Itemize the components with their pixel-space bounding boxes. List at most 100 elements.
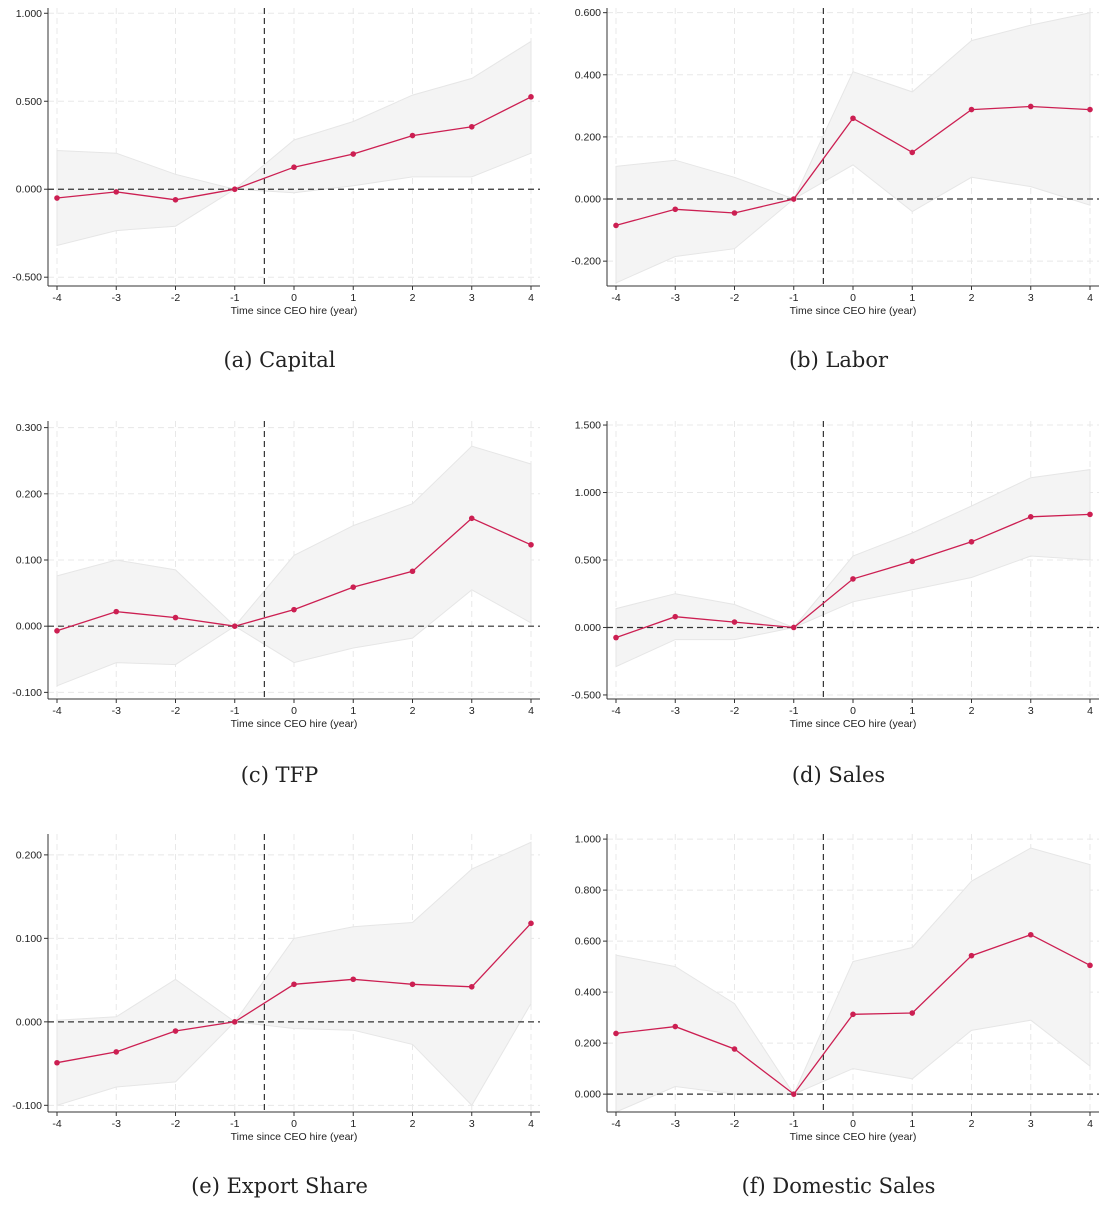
x-axis-title: Time since CEO hire (year) bbox=[790, 1131, 917, 1143]
x-axis-title: Time since CEO hire (year) bbox=[790, 718, 917, 730]
panel-tfp: -0.100 0.000 0.100 0.200 0.300 -4 -3 -2 -1 0 1 2 3 4 T… bbox=[0, 413, 559, 811]
estimate-point bbox=[409, 981, 416, 988]
caption-capital: (a) Capital bbox=[223, 348, 336, 372]
y-tick-label: 0.200 bbox=[575, 131, 601, 143]
x-tick-label: 3 bbox=[1028, 1118, 1034, 1130]
x-tick-label: 4 bbox=[1087, 292, 1093, 304]
x-axis-title: Time since CEO hire (year) bbox=[231, 718, 358, 730]
x-tick-label: 4 bbox=[1087, 1118, 1093, 1130]
estimate-point bbox=[1087, 962, 1093, 969]
x-tick-label: 0 bbox=[850, 705, 856, 717]
x-tick-label: -2 bbox=[730, 1118, 739, 1130]
estimate-point bbox=[113, 1049, 120, 1055]
y-tick-label: 0.200 bbox=[575, 1038, 601, 1050]
x-axis-title: Time since CEO hire (year) bbox=[231, 305, 358, 317]
x-tick-label: -3 bbox=[112, 705, 121, 717]
x-tick-label: -4 bbox=[52, 292, 61, 304]
x-tick-label: 4 bbox=[528, 1118, 534, 1130]
estimate-point bbox=[968, 106, 975, 113]
y-tick-label: 1.000 bbox=[16, 8, 42, 20]
estimate-point bbox=[528, 94, 534, 100]
estimate-point bbox=[1027, 931, 1034, 938]
x-tick-label: -2 bbox=[171, 292, 180, 304]
y-tick-label: 1.500 bbox=[575, 420, 601, 432]
x-tick-label: -3 bbox=[671, 705, 680, 717]
x-tick-label: -2 bbox=[730, 705, 739, 717]
x-tick-label: 0 bbox=[291, 1118, 297, 1130]
estimate-point bbox=[672, 1023, 679, 1030]
estimate-point bbox=[231, 186, 238, 193]
estimate-point bbox=[1027, 103, 1034, 110]
estimate-point bbox=[790, 624, 797, 631]
y-tick-label: 1.000 bbox=[575, 487, 601, 499]
estimate-point bbox=[850, 576, 856, 582]
x-tick-label: 4 bbox=[528, 292, 534, 304]
x-tick-label: -4 bbox=[52, 1118, 61, 1130]
y-tick-label: 0.400 bbox=[575, 69, 601, 81]
caption-export-share: (e) Export Share bbox=[191, 1174, 368, 1198]
x-tick-label: 1 bbox=[350, 1118, 356, 1130]
estimate-point bbox=[231, 623, 238, 629]
estimate-point bbox=[613, 1030, 619, 1037]
y-tick-label: 0.600 bbox=[575, 936, 601, 948]
x-tick-label: 3 bbox=[469, 1118, 475, 1130]
estimate-point bbox=[731, 1046, 738, 1052]
y-tick-label: 0.500 bbox=[575, 555, 601, 567]
x-axis-title: Time since CEO hire (year) bbox=[231, 1131, 358, 1143]
x-tick-label: 1 bbox=[350, 705, 356, 717]
x-tick-label: -1 bbox=[230, 705, 239, 717]
estimate-point bbox=[231, 1019, 238, 1025]
estimate-point bbox=[409, 568, 416, 575]
x-tick-label: -4 bbox=[52, 705, 61, 717]
estimate-point bbox=[468, 983, 475, 990]
estimate-point bbox=[1027, 514, 1034, 520]
y-tick-label: 0.800 bbox=[575, 885, 601, 897]
x-tick-label: 0 bbox=[850, 1118, 856, 1130]
y-tick-label: 0.000 bbox=[575, 1089, 601, 1101]
chart-sales: -0.500 0.000 0.500 1.000 1.500 -4 -3 -2 -1 0 1 2 3 4 T… bbox=[571, 420, 1099, 730]
estimate-point bbox=[968, 952, 975, 959]
x-tick-label: 0 bbox=[291, 292, 297, 304]
x-tick-label: -3 bbox=[671, 292, 680, 304]
estimate-point bbox=[54, 195, 60, 201]
estimate-point bbox=[291, 981, 297, 988]
y-tick-label: 0.600 bbox=[575, 7, 601, 19]
x-tick-label: -2 bbox=[171, 1118, 180, 1130]
estimate-point bbox=[113, 189, 120, 195]
caption-tfp: (c) TFP bbox=[240, 763, 319, 787]
panel-capital: -0.500 0.000 0.500 1.000 -4 -3 -2 -1 0 1 2 3 4 Time s… bbox=[0, 0, 559, 398]
estimate-point bbox=[613, 634, 619, 641]
estimate-point bbox=[172, 1028, 179, 1034]
caption-domestic-sales: (f) Domestic Sales bbox=[741, 1174, 936, 1198]
x-tick-label: -3 bbox=[112, 1118, 121, 1130]
estimate-point bbox=[350, 151, 357, 157]
panel-sales: -0.500 0.000 0.500 1.000 1.500 -4 -3 -2 -1 0 1 2 3 4 T… bbox=[559, 413, 1118, 811]
estimate-point bbox=[291, 606, 297, 613]
panel-domestic-sales: 0.000 0.200 0.400 0.600 0.800 1.000 -4 -3 -2 -1 0 1… bbox=[559, 826, 1118, 1224]
estimate-point bbox=[409, 132, 416, 139]
y-tick-label: 1.000 bbox=[575, 834, 601, 846]
x-tick-label: 2 bbox=[969, 292, 975, 304]
y-tick-label: -0.200 bbox=[571, 256, 601, 268]
y-tick-label: 0.100 bbox=[16, 933, 42, 945]
estimate-point bbox=[1087, 511, 1093, 518]
estimate-point bbox=[54, 1059, 60, 1066]
x-tick-label: 1 bbox=[350, 292, 356, 304]
estimate-point bbox=[613, 222, 619, 229]
x-tick-label: 3 bbox=[469, 292, 475, 304]
estimate-point bbox=[172, 614, 179, 621]
chart-tfp: -0.100 0.000 0.100 0.200 0.300 -4 -3 -2 -1 0 1 2 3 4 T… bbox=[12, 421, 540, 730]
x-tick-label: 3 bbox=[469, 705, 475, 717]
y-tick-label: -0.500 bbox=[12, 272, 42, 284]
estimate-point bbox=[54, 628, 60, 634]
x-tick-label: -4 bbox=[611, 1118, 620, 1130]
chart-domestic-sales: 0.000 0.200 0.400 0.600 0.800 1.000 -4 -3 -2 -1 0 1… bbox=[575, 834, 1099, 1143]
estimate-point bbox=[731, 619, 738, 625]
x-tick-label: -4 bbox=[611, 705, 620, 717]
estimate-point bbox=[850, 1011, 856, 1018]
estimate-point bbox=[468, 515, 475, 522]
panel-export-share: -0.100 0.000 0.100 0.200 -4 -3 -2 -1 0 1 2 3 4 Time s… bbox=[0, 826, 559, 1224]
estimate-point bbox=[731, 210, 738, 216]
x-tick-label: 3 bbox=[1028, 705, 1034, 717]
y-tick-label: -0.500 bbox=[571, 689, 601, 701]
